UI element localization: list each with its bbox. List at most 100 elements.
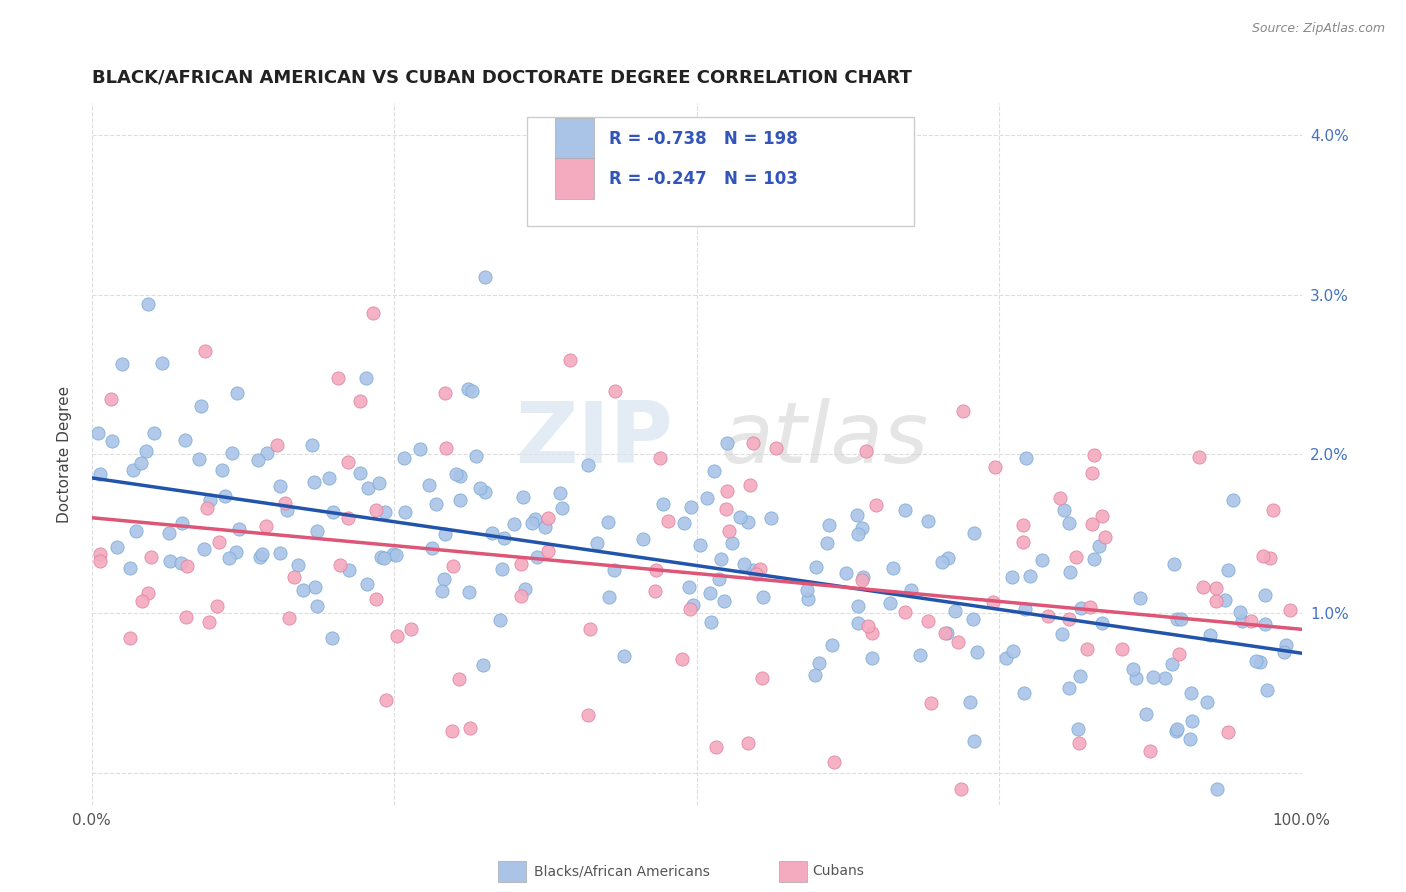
Point <box>672 516 695 530</box>
Point <box>804 668 827 682</box>
Point <box>551 500 574 515</box>
Point <box>856 619 879 633</box>
Point <box>1083 552 1105 566</box>
Text: Source: ZipAtlas.com: Source: ZipAtlas.com <box>1251 22 1385 36</box>
FancyBboxPatch shape <box>555 118 593 160</box>
Point <box>129 456 152 470</box>
Point <box>908 648 931 662</box>
Point <box>468 482 491 496</box>
Point <box>1067 722 1090 736</box>
Point <box>1049 491 1071 505</box>
Point <box>1222 493 1244 508</box>
Point <box>409 442 432 457</box>
Point <box>657 514 679 528</box>
Point <box>1240 614 1263 628</box>
Point <box>512 490 534 504</box>
Point <box>1129 591 1152 605</box>
Point <box>879 596 901 610</box>
Point <box>520 516 543 530</box>
Point <box>276 503 298 517</box>
Point <box>745 567 768 582</box>
Point <box>366 503 388 517</box>
Point <box>449 672 471 686</box>
Point <box>434 441 457 455</box>
Point <box>920 696 942 710</box>
Point <box>860 651 883 665</box>
Point <box>807 656 830 670</box>
Point <box>326 370 349 384</box>
Point <box>1181 714 1204 728</box>
Point <box>846 526 869 541</box>
Point <box>249 549 271 564</box>
Point <box>1053 502 1076 516</box>
Point <box>851 573 873 587</box>
Point <box>855 444 877 458</box>
Point <box>716 436 738 450</box>
Point <box>392 450 415 465</box>
Point <box>187 451 209 466</box>
Point <box>266 438 288 452</box>
Point <box>198 615 221 629</box>
Point <box>307 524 329 539</box>
Point <box>1188 450 1211 465</box>
Point <box>1230 615 1253 629</box>
Point <box>671 652 693 666</box>
Text: atlas: atlas <box>721 399 929 482</box>
Point <box>1012 517 1035 532</box>
Point <box>321 631 343 645</box>
Point <box>917 515 939 529</box>
Point <box>748 562 770 576</box>
Point <box>1014 602 1036 616</box>
Point <box>385 548 408 562</box>
Point <box>503 516 526 531</box>
Point <box>1070 601 1092 615</box>
Point <box>174 609 197 624</box>
Point <box>1018 569 1040 583</box>
Point <box>336 455 359 469</box>
Point <box>882 561 904 575</box>
Point <box>457 382 479 396</box>
Point <box>318 471 340 485</box>
Point <box>329 558 352 572</box>
Text: R = -0.247   N = 103: R = -0.247 N = 103 <box>609 169 799 187</box>
Point <box>821 638 844 652</box>
Point <box>225 385 247 400</box>
Point <box>689 538 711 552</box>
Point <box>1014 686 1036 700</box>
Point <box>644 584 666 599</box>
Point <box>142 425 165 440</box>
Point <box>1059 681 1081 695</box>
Point <box>1199 628 1222 642</box>
Point <box>737 736 759 750</box>
Point <box>548 485 571 500</box>
Point <box>176 558 198 573</box>
Point <box>1081 516 1104 531</box>
Point <box>357 481 380 495</box>
Point <box>1091 509 1114 524</box>
Point <box>605 384 627 399</box>
Point <box>1015 451 1038 466</box>
Point <box>1261 503 1284 517</box>
Point <box>1205 581 1227 595</box>
Point <box>700 615 723 630</box>
Point <box>449 469 471 483</box>
Point <box>682 598 704 612</box>
Point <box>713 594 735 608</box>
Point <box>721 536 744 550</box>
Point <box>150 356 173 370</box>
Point <box>1205 593 1227 607</box>
Point <box>354 370 377 384</box>
Point <box>89 554 111 568</box>
Point <box>737 515 759 529</box>
Point <box>894 503 917 517</box>
Point <box>1135 707 1157 722</box>
Point <box>1178 731 1201 746</box>
Point <box>1274 639 1296 653</box>
Point <box>1069 669 1091 683</box>
Point <box>1001 570 1024 584</box>
Point <box>433 573 456 587</box>
Point <box>1064 550 1087 565</box>
Point <box>461 384 484 398</box>
Point <box>228 522 250 536</box>
Point <box>307 599 329 614</box>
